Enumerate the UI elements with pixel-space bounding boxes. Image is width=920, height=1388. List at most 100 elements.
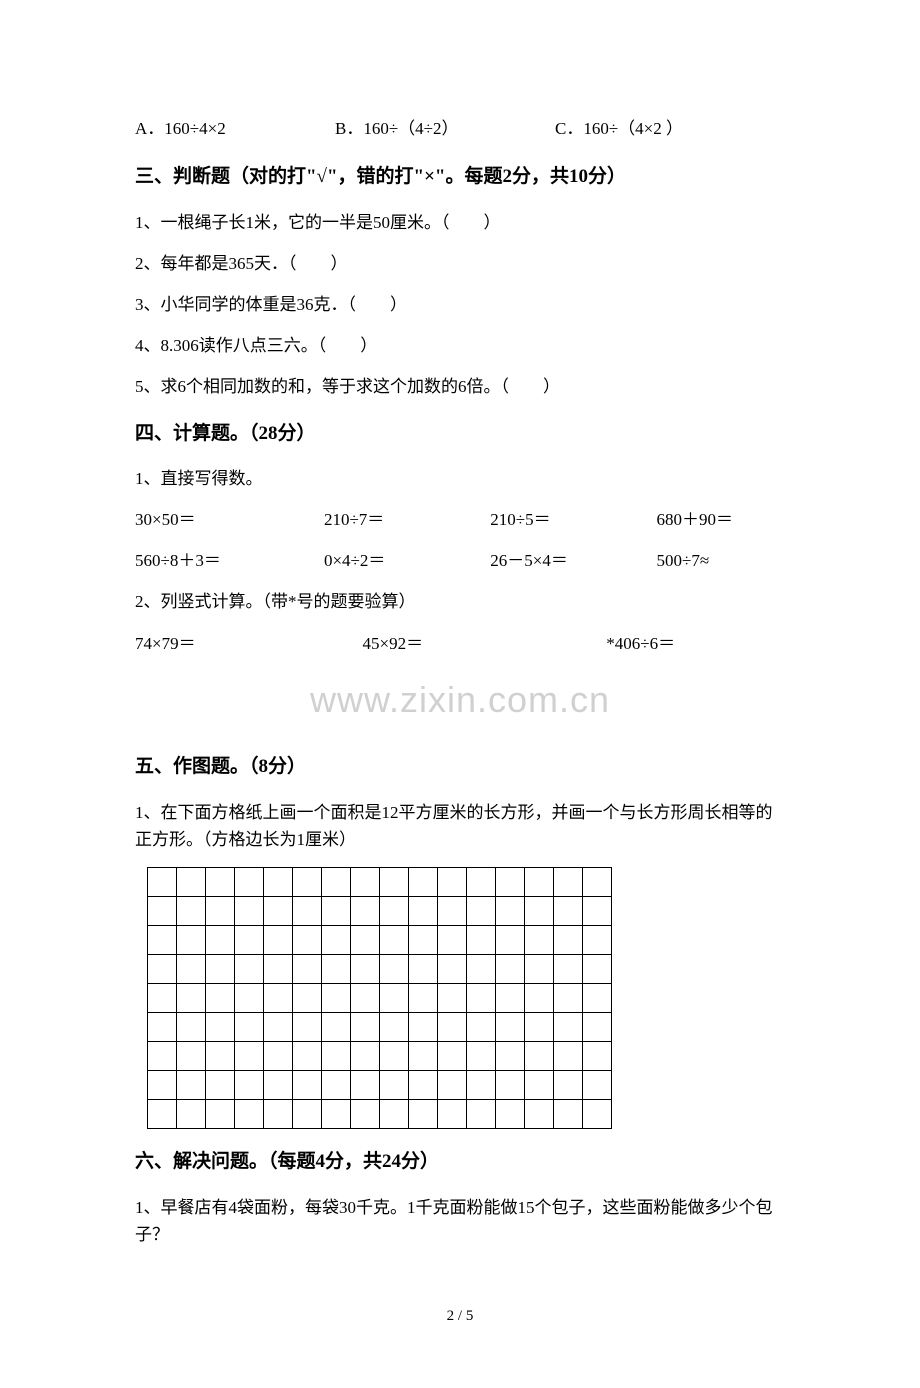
grid-cell bbox=[264, 897, 293, 926]
grid-cell bbox=[583, 868, 612, 897]
grid-cell bbox=[322, 926, 351, 955]
grid-cell bbox=[206, 1013, 235, 1042]
section-6-q1: 1、早餐店有4袋面粉，每袋30千克。1千克面粉能做15个包子，这些面粉能做多少个… bbox=[135, 1194, 785, 1248]
grid-cell bbox=[380, 1100, 409, 1129]
grid-cell bbox=[554, 984, 583, 1013]
grid-cell bbox=[177, 897, 206, 926]
grid-cell bbox=[351, 1100, 380, 1129]
grid-cell bbox=[177, 1013, 206, 1042]
grid-cell bbox=[554, 926, 583, 955]
grid-cell bbox=[206, 1100, 235, 1129]
grid-cell bbox=[148, 1100, 177, 1129]
grid-cell bbox=[583, 897, 612, 926]
grid-cell bbox=[148, 897, 177, 926]
grid-cell bbox=[177, 926, 206, 955]
grid-cell bbox=[467, 868, 496, 897]
grid-cell bbox=[293, 897, 322, 926]
grid-cell bbox=[467, 1013, 496, 1042]
grid-cell bbox=[438, 955, 467, 984]
grid-cell bbox=[322, 868, 351, 897]
calc-cell: 45×92＝ bbox=[363, 630, 607, 657]
grid-cell bbox=[467, 1100, 496, 1129]
grid-cell bbox=[351, 955, 380, 984]
grid-cell bbox=[583, 1042, 612, 1071]
grid-cell bbox=[322, 1071, 351, 1100]
page-number: 2 / 5 bbox=[135, 1304, 785, 1328]
section-3-heading: 三、判断题（对的打"√"，错的打"×"。每题2分，共10分） bbox=[135, 162, 785, 192]
grid-cell bbox=[583, 1100, 612, 1129]
grid-cell bbox=[148, 1042, 177, 1071]
calc-row-1: 30×50＝ 210÷7＝ 210÷5＝ 680＋90＝ bbox=[135, 506, 785, 533]
grid-cell bbox=[496, 897, 525, 926]
calc-cell: 210÷7＝ bbox=[324, 506, 490, 533]
grid-cell bbox=[438, 926, 467, 955]
grid-cell bbox=[438, 868, 467, 897]
grid-cell bbox=[496, 955, 525, 984]
grid-cell bbox=[206, 868, 235, 897]
grid-cell bbox=[351, 1042, 380, 1071]
grid-cell bbox=[177, 1042, 206, 1071]
section-4-q2-label: 2、列竖式计算。（带*号的题要验算） bbox=[135, 588, 785, 615]
calc-cell: 26－5×4＝ bbox=[490, 547, 656, 574]
grid-cell bbox=[148, 1013, 177, 1042]
grid-cell bbox=[525, 897, 554, 926]
grid-cell bbox=[322, 955, 351, 984]
grid-cell bbox=[148, 984, 177, 1013]
grid-cell bbox=[206, 984, 235, 1013]
grid-cell bbox=[496, 1071, 525, 1100]
grid-cell bbox=[438, 1100, 467, 1129]
grid-cell bbox=[235, 897, 264, 926]
grid-cell bbox=[496, 926, 525, 955]
grid-cell bbox=[554, 868, 583, 897]
grid-cell bbox=[525, 1071, 554, 1100]
grid-cell bbox=[148, 926, 177, 955]
section-3-q4: 4、8.306读作八点三六。（ ） bbox=[135, 332, 785, 359]
multiple-choice-options: A．160÷4×2 B．160÷（4÷2） C．160÷（4×2 ） bbox=[135, 115, 785, 142]
grid-cell bbox=[525, 1042, 554, 1071]
grid-cell bbox=[380, 984, 409, 1013]
grid-cell bbox=[409, 926, 438, 955]
section-4-q1-label: 1、直接写得数。 bbox=[135, 465, 785, 492]
grid-cell bbox=[380, 868, 409, 897]
grid-cell bbox=[351, 1071, 380, 1100]
grid-cell bbox=[467, 1071, 496, 1100]
grid-cell bbox=[322, 984, 351, 1013]
calc-cell: *406÷6＝ bbox=[606, 630, 785, 657]
grid-cell bbox=[467, 955, 496, 984]
grid-cell bbox=[235, 955, 264, 984]
grid-cell bbox=[409, 1100, 438, 1129]
section-3-q3: 3、小华同学的体重是36克．（ ） bbox=[135, 291, 785, 318]
grid-cell bbox=[438, 1013, 467, 1042]
grid-cell bbox=[322, 1100, 351, 1129]
grid-cell bbox=[583, 926, 612, 955]
grid-cell bbox=[235, 868, 264, 897]
grid-cell bbox=[351, 984, 380, 1013]
grid-cell bbox=[583, 1071, 612, 1100]
section-5-heading: 五、作图题。（8分） bbox=[135, 752, 785, 782]
grid-cell bbox=[206, 926, 235, 955]
grid-cell bbox=[554, 1071, 583, 1100]
calc-row-2: 560÷8＋3＝ 0×4÷2＝ 26－5×4＝ 500÷7≈ bbox=[135, 547, 785, 574]
grid-cell bbox=[235, 1100, 264, 1129]
calc-cell: 680＋90＝ bbox=[657, 506, 785, 533]
grid-cell bbox=[322, 897, 351, 926]
grid-cell bbox=[380, 897, 409, 926]
calc-cell: 74×79＝ bbox=[135, 630, 363, 657]
calc-cell: 30×50＝ bbox=[135, 506, 324, 533]
grid-cell bbox=[293, 984, 322, 1013]
calc-cell: 0×4÷2＝ bbox=[324, 547, 490, 574]
grid-cell bbox=[380, 1042, 409, 1071]
grid-cell bbox=[554, 1042, 583, 1071]
grid-cell bbox=[264, 1100, 293, 1129]
grid-cell bbox=[409, 868, 438, 897]
grid-cell bbox=[525, 1013, 554, 1042]
grid-cell bbox=[264, 926, 293, 955]
grid-cell bbox=[583, 1013, 612, 1042]
calc-cell: 500÷7≈ bbox=[657, 547, 785, 574]
grid-cell bbox=[293, 1100, 322, 1129]
grid-cell bbox=[554, 955, 583, 984]
grid-cell bbox=[177, 984, 206, 1013]
grid-cell bbox=[322, 1013, 351, 1042]
grid-cell bbox=[293, 1071, 322, 1100]
grid-cell bbox=[322, 1042, 351, 1071]
